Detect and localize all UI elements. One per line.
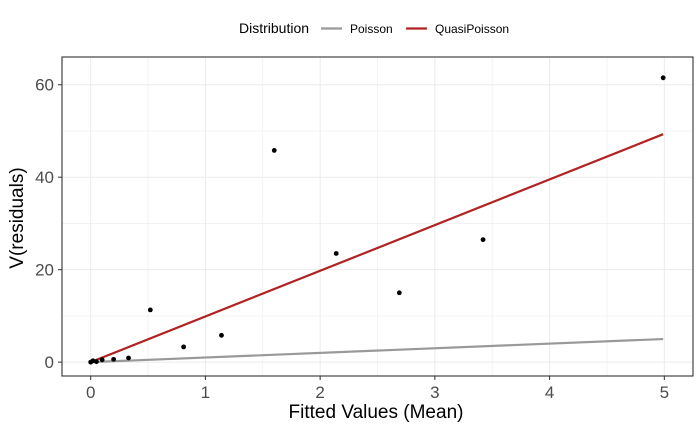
data-point <box>660 75 666 81</box>
data-point <box>271 147 277 153</box>
x-axis-ticks: 0 1 2 3 4 5 <box>86 376 669 402</box>
plot-panel-border <box>61 56 694 377</box>
x-tick-label: 0 <box>86 383 95 402</box>
data-point <box>94 359 99 365</box>
data-point <box>111 356 117 362</box>
y-axis-ticks: 0 20 40 60 <box>35 76 62 372</box>
grid-major <box>62 57 693 376</box>
data-points <box>88 75 666 365</box>
y-tick-label: 0 <box>45 353 54 372</box>
data-point <box>181 344 187 350</box>
fit-lines <box>90 133 664 364</box>
x-tick-label: 1 <box>201 383 210 402</box>
y-tick-label: 60 <box>35 76 54 95</box>
x-axis-title: Fitted Values (Mean) <box>289 402 464 423</box>
line-poisson <box>90 337 664 364</box>
legend-label-quasipoisson: QuasiPoisson <box>435 22 509 36</box>
x-tick-label: 5 <box>660 383 669 402</box>
legend: Distribution Poisson QuasiPoisson <box>239 20 509 36</box>
x-tick-label: 3 <box>430 383 439 402</box>
y-tick-label: 20 <box>35 261 54 280</box>
line-quasipoisson <box>90 133 664 364</box>
legend-label-poisson: Poisson <box>350 22 393 36</box>
grid-minor <box>62 57 693 376</box>
data-point <box>219 332 224 338</box>
data-point <box>147 307 153 313</box>
data-point <box>99 357 105 363</box>
data-point <box>480 237 486 243</box>
y-axis-title: V(residuals) <box>7 167 28 268</box>
data-point <box>396 290 402 296</box>
data-point <box>333 251 339 256</box>
legend-title: Distribution <box>239 20 309 36</box>
x-tick-label: 2 <box>315 383 324 402</box>
y-tick-label: 40 <box>35 168 54 187</box>
x-tick-label: 4 <box>545 383 554 402</box>
data-point <box>126 355 131 361</box>
